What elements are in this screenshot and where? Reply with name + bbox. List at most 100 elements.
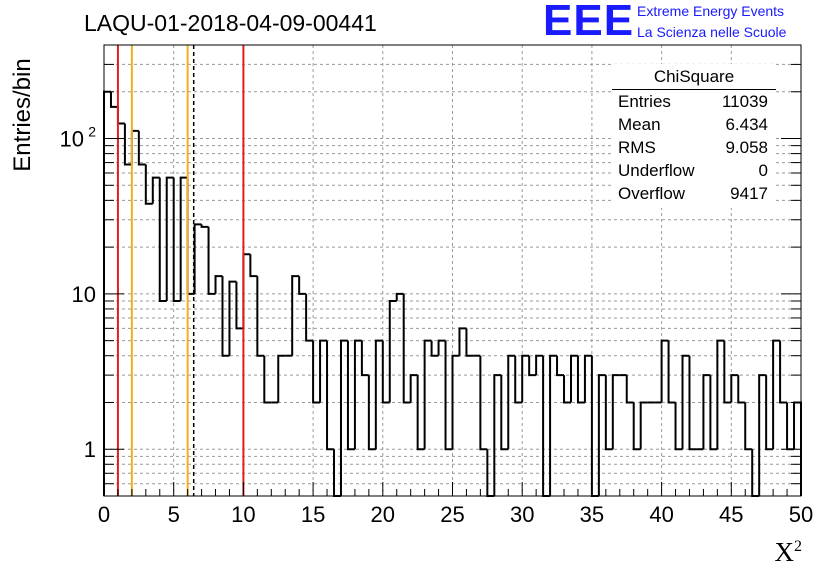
histogram-bin <box>123 123 132 166</box>
stats-row-rms: RMS 9.058 <box>618 138 768 160</box>
stats-label: Mean <box>618 115 661 134</box>
histogram-bin <box>319 339 328 403</box>
histogram-bin <box>193 223 202 294</box>
stats-label: Underflow <box>618 161 695 180</box>
stats-value: 0 <box>758 161 768 180</box>
stats-label: RMS <box>618 138 656 157</box>
histogram-bin <box>235 281 244 330</box>
histogram-bin <box>228 280 237 356</box>
x-tick-label: 20 <box>371 502 395 527</box>
histogram-bin <box>709 375 718 451</box>
stats-value: 11039 <box>721 92 768 111</box>
histogram-bin <box>395 292 404 301</box>
histogram-bin <box>200 224 209 228</box>
histogram-bin <box>702 374 711 450</box>
x-tick-label: 45 <box>719 502 743 527</box>
stats-divider <box>612 89 776 90</box>
x-tick-label: 40 <box>649 502 673 527</box>
histogram-bin <box>367 375 376 451</box>
axis-ticks <box>103 44 802 497</box>
histogram-bin <box>737 375 746 404</box>
histogram-bin <box>437 339 446 356</box>
histogram-bin <box>277 354 286 403</box>
histogram-bin <box>298 276 307 295</box>
histogram-bin <box>507 354 516 450</box>
histogram-bin <box>263 355 272 404</box>
histogram-bin <box>660 339 669 403</box>
histogram-bin <box>674 402 683 451</box>
y-tick-label: 1 <box>84 437 96 462</box>
x-tick-label: 35 <box>580 502 604 527</box>
histogram-bin <box>465 328 474 357</box>
stats-box: ChiSquare Entries 11039 Mean 6.434 RMS 9… <box>612 64 776 208</box>
reference-lines <box>116 45 245 496</box>
stats-label: Entries <box>618 92 671 111</box>
histogram-bin <box>360 340 369 377</box>
histogram-bin <box>207 226 216 295</box>
histogram-bin <box>137 130 146 166</box>
stats-value: 9417 <box>730 184 768 203</box>
stats-value: 9.058 <box>725 138 768 157</box>
x-tick-label: 30 <box>510 502 534 527</box>
histogram-bin <box>312 340 321 404</box>
x-axis-label: X2 <box>775 537 803 568</box>
logo-tagline-1: Extreme Energy Events <box>637 3 785 19</box>
histogram-bin <box>611 374 620 450</box>
logo-tagline-2: La Scienza nelle Scuole <box>637 24 787 40</box>
histogram-bin <box>604 375 613 451</box>
histogram-bin <box>667 340 676 404</box>
x-tick-label: 25 <box>440 502 464 527</box>
histogram-bin <box>109 91 118 108</box>
histogram-bin <box>423 339 432 450</box>
histogram-bin <box>346 340 355 451</box>
histogram-bin <box>639 401 648 450</box>
histogram-bin <box>353 339 362 450</box>
histogram-bin <box>444 340 453 451</box>
y-axis-label-text: Entries/bin <box>9 58 36 172</box>
histogram-bin <box>625 375 634 404</box>
stats-title: ChiSquare <box>653 67 735 86</box>
histogram-bin <box>744 402 753 451</box>
histogram-bin <box>451 354 460 450</box>
histogram-bin <box>583 354 592 403</box>
x-tick-label: 5 <box>168 502 180 527</box>
histogram-bin <box>528 355 537 377</box>
histogram-bin <box>374 339 383 450</box>
x-tick-label: 15 <box>301 502 325 527</box>
histogram-bin <box>597 374 606 496</box>
histogram-bin <box>144 164 153 205</box>
stats-row-overflow: Overflow 9417 <box>618 184 768 206</box>
histogram-bin <box>165 176 174 301</box>
histogram-bin <box>542 355 551 497</box>
stats-value: 6.434 <box>725 115 768 134</box>
stats-row-entries: Entries 11039 <box>618 92 768 114</box>
chart-title: LAQU-01-2018-04-09-00441 <box>84 10 377 36</box>
histogram-bin <box>430 340 439 357</box>
histogram-bin <box>291 275 300 356</box>
histogram-bin <box>514 355 523 404</box>
histogram-bin <box>416 375 425 451</box>
histogram-bin <box>458 327 467 356</box>
histogram-bin <box>590 355 599 497</box>
histogram-bin <box>772 339 781 450</box>
histogram-bin <box>402 293 411 404</box>
histogram-bin <box>214 275 223 294</box>
histogram-bin <box>521 354 530 403</box>
histogram-bin <box>249 254 258 278</box>
histogram-bin <box>765 375 774 451</box>
y-axis-label: Entries/bin <box>3 40 43 190</box>
histogram-bin <box>221 276 230 357</box>
histogram-bin <box>632 402 641 451</box>
histogram-bin <box>256 276 265 357</box>
histogram-bin <box>758 374 767 496</box>
x-axis-label-exponent: 2 <box>794 538 802 555</box>
histogram-bin <box>179 176 188 301</box>
x-tick-label: 10 <box>231 502 255 527</box>
histogram-bin <box>339 339 348 496</box>
stats-row-underflow: Underflow 0 <box>618 161 768 183</box>
histogram-bin <box>681 354 690 450</box>
histogram-bin <box>381 340 390 404</box>
histogram-bin <box>388 299 397 403</box>
histogram-bin <box>556 355 565 377</box>
